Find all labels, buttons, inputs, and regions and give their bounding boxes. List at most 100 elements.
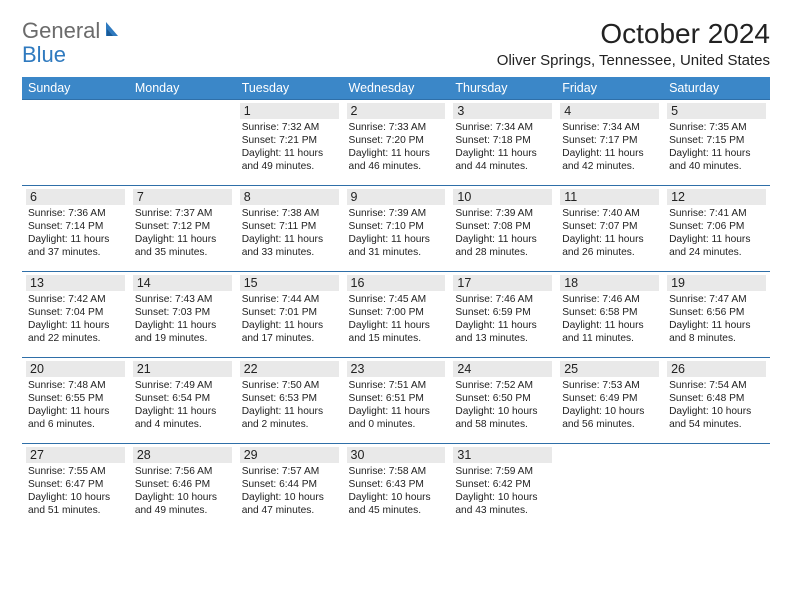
calendar-week-row: 13 Sunrise: 7:42 AMSunset: 7:04 PMDayligh… [22,272,770,358]
day-details: Sunrise: 7:41 AMSunset: 7:06 PMDaylight:… [667,207,766,259]
calendar-week-row: 1Sunrise: 7:32 AMSunset: 7:21 PMDaylight… [22,100,770,186]
day-number: 4 [560,103,659,119]
day-number: 19 [667,275,766,291]
calendar-day-cell: 17 Sunrise: 7:46 AMSunset: 6:59 PMDayligh… [449,272,556,358]
day-details: Sunrise: 7:34 AMSunset: 7:18 PMDaylight:… [453,121,552,173]
calendar-day-cell: 24Sunrise: 7:52 AMSunset: 6:50 PMDayligh… [449,358,556,444]
calendar-day-cell: 8 Sunrise: 7:38 AMSunset: 7:11 PMDaylight… [236,186,343,272]
day-details: Sunrise: 7:42 AMSunset: 7:04 PMDaylight:… [26,293,125,345]
header: General October 2024 Oliver Springs, Ten… [22,18,770,69]
day-number: 8 [240,189,339,205]
day-details: Sunrise: 7:58 AMSunset: 6:43 PMDaylight:… [347,465,446,517]
day-header: Saturday [663,77,770,100]
day-number: 20 [26,361,125,377]
day-details: Sunrise: 7:46 AMSunset: 6:58 PMDaylight:… [560,293,659,345]
calendar-day-cell: 31Sunrise: 7:59 AMSunset: 6:42 PMDayligh… [449,444,556,530]
calendar-day-cell: 13 Sunrise: 7:42 AMSunset: 7:04 PMDayligh… [22,272,129,358]
day-number: 26 [667,361,766,377]
logo-text-general: General [22,18,100,44]
day-details: Sunrise: 7:40 AMSunset: 7:07 PMDaylight:… [560,207,659,259]
calendar-day-cell [663,444,770,530]
day-number: 3 [453,103,552,119]
day-details: Sunrise: 7:46 AMSunset: 6:59 PMDaylight:… [453,293,552,345]
day-details: Sunrise: 7:49 AMSunset: 6:54 PMDaylight:… [133,379,232,431]
day-details: Sunrise: 7:38 AMSunset: 7:11 PMDaylight:… [240,207,339,259]
calendar-day-cell: 15 Sunrise: 7:44 AMSunset: 7:01 PMDayligh… [236,272,343,358]
calendar-day-cell: 22 Sunrise: 7:50 AMSunset: 6:53 PMDayligh… [236,358,343,444]
day-number: 5 [667,103,766,119]
logo: General [22,18,126,44]
calendar-header-row: SundayMondayTuesdayWednesdayThursdayFrid… [22,77,770,100]
day-details: Sunrise: 7:36 AMSunset: 7:14 PMDaylight:… [26,207,125,259]
day-header: Tuesday [236,77,343,100]
calendar-week-row: 20 Sunrise: 7:48 AMSunset: 6:55 PMDayligh… [22,358,770,444]
calendar-day-cell: 20 Sunrise: 7:48 AMSunset: 6:55 PMDayligh… [22,358,129,444]
day-details: Sunrise: 7:54 AMSunset: 6:48 PMDaylight:… [667,379,766,431]
day-details: Sunrise: 7:35 AMSunset: 7:15 PMDaylight:… [667,121,766,173]
calendar-day-cell: 14 Sunrise: 7:43 AMSunset: 7:03 PMDayligh… [129,272,236,358]
day-details: Sunrise: 7:33 AMSunset: 7:20 PMDaylight:… [347,121,446,173]
day-details: Sunrise: 7:37 AMSunset: 7:12 PMDaylight:… [133,207,232,259]
day-details: Sunrise: 7:55 AMSunset: 6:47 PMDaylight:… [26,465,125,517]
calendar-day-cell: 19 Sunrise: 7:47 AMSunset: 6:56 PMDayligh… [663,272,770,358]
day-details: Sunrise: 7:47 AMSunset: 6:56 PMDaylight:… [667,293,766,345]
day-number: 23 [347,361,446,377]
calendar-body: 1Sunrise: 7:32 AMSunset: 7:21 PMDaylight… [22,100,770,530]
calendar-day-cell: 25Sunrise: 7:53 AMSunset: 6:49 PMDayligh… [556,358,663,444]
calendar-day-cell: 26 Sunrise: 7:54 AMSunset: 6:48 PMDayligh… [663,358,770,444]
month-title: October 2024 [497,18,770,50]
calendar-week-row: 27 Sunrise: 7:55 AMSunset: 6:47 PMDayligh… [22,444,770,530]
title-block: October 2024 Oliver Springs, Tennessee, … [497,18,770,69]
day-details: Sunrise: 7:34 AMSunset: 7:17 PMDaylight:… [560,121,659,173]
calendar-day-cell [129,100,236,186]
calendar-day-cell: 18Sunrise: 7:46 AMSunset: 6:58 PMDayligh… [556,272,663,358]
day-number: 9 [347,189,446,205]
day-number: 17 [453,275,552,291]
logo-sail-icon [104,20,124,43]
day-details: Sunrise: 7:45 AMSunset: 7:00 PMDaylight:… [347,293,446,345]
day-number: 7 [133,189,232,205]
calendar-day-cell: 2Sunrise: 7:33 AMSunset: 7:20 PMDaylight… [343,100,450,186]
logo-text-blue: Blue [22,42,66,67]
day-number: 22 [240,361,339,377]
day-number: 21 [133,361,232,377]
calendar-day-cell: 11Sunrise: 7:40 AMSunset: 7:07 PMDayligh… [556,186,663,272]
day-number: 31 [453,447,552,463]
calendar-day-cell: 12Sunrise: 7:41 AMSunset: 7:06 PMDayligh… [663,186,770,272]
day-details: Sunrise: 7:50 AMSunset: 6:53 PMDaylight:… [240,379,339,431]
day-details: Sunrise: 7:56 AMSunset: 6:46 PMDaylight:… [133,465,232,517]
day-details: Sunrise: 7:43 AMSunset: 7:03 PMDaylight:… [133,293,232,345]
day-details: Sunrise: 7:39 AMSunset: 7:08 PMDaylight:… [453,207,552,259]
day-details: Sunrise: 7:57 AMSunset: 6:44 PMDaylight:… [240,465,339,517]
day-number: 29 [240,447,339,463]
calendar-day-cell: 9 Sunrise: 7:39 AMSunset: 7:10 PMDaylight… [343,186,450,272]
calendar-day-cell: 4 Sunrise: 7:34 AMSunset: 7:17 PMDaylight… [556,100,663,186]
day-details: Sunrise: 7:39 AMSunset: 7:10 PMDaylight:… [347,207,446,259]
calendar-table: SundayMondayTuesdayWednesdayThursdayFrid… [22,77,770,530]
calendar-day-cell: 28 Sunrise: 7:56 AMSunset: 6:46 PMDayligh… [129,444,236,530]
day-details: Sunrise: 7:44 AMSunset: 7:01 PMDaylight:… [240,293,339,345]
location-text: Oliver Springs, Tennessee, United States [497,52,770,69]
calendar-day-cell: 6 Sunrise: 7:36 AMSunset: 7:14 PMDaylight… [22,186,129,272]
day-number: 27 [26,447,125,463]
calendar-day-cell: 21 Sunrise: 7:49 AMSunset: 6:54 PMDayligh… [129,358,236,444]
day-number: 15 [240,275,339,291]
calendar-week-row: 6 Sunrise: 7:36 AMSunset: 7:14 PMDaylight… [22,186,770,272]
day-header: Sunday [22,77,129,100]
day-number: 16 [347,275,446,291]
day-details: Sunrise: 7:32 AMSunset: 7:21 PMDaylight:… [240,121,339,173]
day-details: Sunrise: 7:51 AMSunset: 6:51 PMDaylight:… [347,379,446,431]
day-details: Sunrise: 7:48 AMSunset: 6:55 PMDaylight:… [26,379,125,431]
calendar-day-cell: 5 Sunrise: 7:35 AMSunset: 7:15 PMDaylight… [663,100,770,186]
day-number: 14 [133,275,232,291]
calendar-day-cell: 30Sunrise: 7:58 AMSunset: 6:43 PMDayligh… [343,444,450,530]
day-header: Friday [556,77,663,100]
day-number: 6 [26,189,125,205]
day-number: 28 [133,447,232,463]
day-number: 10 [453,189,552,205]
day-details: Sunrise: 7:52 AMSunset: 6:50 PMDaylight:… [453,379,552,431]
calendar-day-cell: 10 Sunrise: 7:39 AMSunset: 7:08 PMDayligh… [449,186,556,272]
day-header: Monday [129,77,236,100]
day-number: 13 [26,275,125,291]
calendar-day-cell: 16 Sunrise: 7:45 AMSunset: 7:00 PMDayligh… [343,272,450,358]
